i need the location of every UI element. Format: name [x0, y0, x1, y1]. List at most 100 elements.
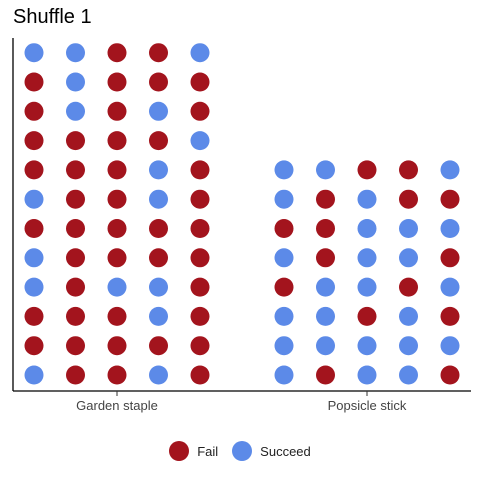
dot-succeed: [399, 306, 418, 326]
dot-succeed: [274, 248, 294, 268]
dot-fail: [440, 248, 460, 268]
dot-succeed: [357, 189, 377, 209]
dot-fail: [24, 219, 44, 238]
dot-succeed: [357, 248, 377, 268]
dot-fail: [190, 189, 210, 209]
dot-succeed: [316, 277, 335, 297]
legend-item-succeed: Succeed: [232, 441, 311, 461]
dot-succeed: [440, 277, 460, 297]
dot-succeed: [66, 101, 85, 121]
dot-fail: [357, 160, 377, 180]
dot-succeed: [149, 277, 168, 297]
dot-succeed: [149, 365, 168, 385]
dot-succeed: [440, 219, 460, 238]
dot-succeed: [399, 219, 418, 238]
dot-fail: [190, 336, 210, 356]
dot-fail: [190, 277, 210, 297]
dot-succeed: [399, 336, 418, 356]
dot-fail: [190, 101, 210, 121]
dot-succeed: [357, 219, 377, 238]
dot-fail: [107, 219, 127, 238]
dot-fail: [316, 189, 335, 209]
dot-succeed: [440, 160, 460, 180]
dot-succeed: [357, 365, 377, 385]
dots-layer: [24, 43, 460, 385]
dot-succeed: [149, 160, 168, 180]
dot-succeed: [66, 72, 85, 92]
dot-succeed: [66, 43, 85, 63]
dot-fail: [149, 43, 168, 63]
dot-succeed: [190, 131, 210, 151]
dot-fail: [399, 160, 418, 180]
dot-fail: [316, 248, 335, 268]
dot-succeed: [24, 189, 44, 209]
dot-fail: [107, 72, 127, 92]
dot-fail: [66, 365, 85, 385]
dot-fail: [190, 365, 210, 385]
dot-fail: [190, 306, 210, 326]
dot-succeed: [316, 336, 335, 356]
dot-succeed: [399, 365, 418, 385]
dot-succeed: [274, 189, 294, 209]
dot-fail: [149, 336, 168, 356]
dot-succeed: [399, 248, 418, 268]
legend-item-fail: Fail: [169, 441, 218, 461]
dot-fail: [316, 365, 335, 385]
dot-fail: [399, 277, 418, 297]
legend: Fail Succeed: [0, 439, 480, 463]
dot-fail: [66, 306, 85, 326]
dot-fail: [357, 306, 377, 326]
dot-fail: [24, 306, 44, 326]
dot-fail: [274, 277, 294, 297]
dot-fail: [107, 336, 127, 356]
dot-fail: [107, 43, 127, 63]
chart-title: Shuffle 1: [13, 6, 92, 28]
dot-fail: [24, 101, 44, 121]
dot-succeed: [357, 336, 377, 356]
dot-succeed: [274, 160, 294, 180]
dot-succeed: [149, 306, 168, 326]
dot-succeed: [357, 277, 377, 297]
dot-fail: [66, 131, 85, 151]
dot-fail: [190, 248, 210, 268]
dot-succeed: [190, 43, 210, 63]
dot-fail: [399, 189, 418, 209]
dot-fail: [107, 248, 127, 268]
x-tick-label: Garden staple: [76, 398, 158, 413]
dot-succeed: [274, 365, 294, 385]
dot-fail: [66, 336, 85, 356]
legend-label-succeed: Succeed: [260, 443, 311, 459]
dot-succeed: [274, 306, 294, 326]
dot-fail: [107, 160, 127, 180]
x-tick-label: Popsicle stick: [328, 398, 407, 413]
dot-succeed: [149, 101, 168, 121]
dot-fail: [190, 160, 210, 180]
dot-fail: [107, 101, 127, 121]
dot-fail: [24, 131, 44, 151]
dot-succeed: [274, 336, 294, 356]
dot-fail: [24, 72, 44, 92]
dot-fail: [66, 277, 85, 297]
dot-succeed: [316, 306, 335, 326]
dot-fail: [66, 189, 85, 209]
dot-fail: [107, 365, 127, 385]
dot-fail: [149, 131, 168, 151]
dot-fail: [440, 365, 460, 385]
dot-succeed: [316, 160, 335, 180]
dot-succeed: [149, 189, 168, 209]
dot-fail: [149, 248, 168, 268]
dot-fail: [316, 219, 335, 238]
legend-label-fail: Fail: [197, 443, 219, 459]
dot-fail: [190, 219, 210, 238]
dot-succeed: [24, 277, 44, 297]
dot-fail: [107, 131, 127, 151]
dot-fail: [24, 160, 44, 180]
dot-succeed: [107, 277, 127, 297]
dot-fail: [149, 72, 168, 92]
dot-fail: [107, 306, 127, 326]
dot-fail: [107, 189, 127, 209]
dot-fail: [66, 219, 85, 238]
x-ticks-layer: Garden staple Popsicle stick: [76, 391, 407, 413]
dot-succeed: [24, 365, 44, 385]
